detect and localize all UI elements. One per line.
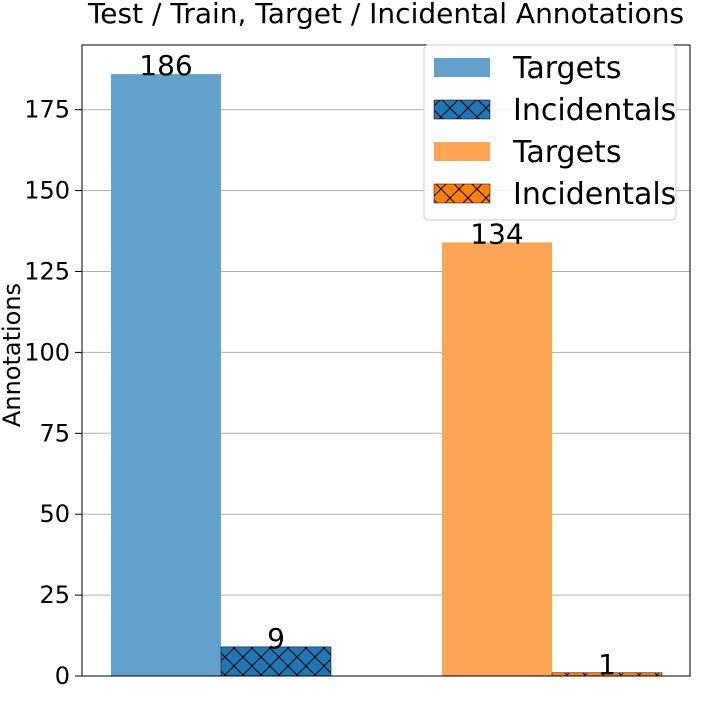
bar-value-label: 1: [598, 648, 616, 681]
legend-swatch: [434, 142, 490, 161]
y-tick-label: 125: [24, 258, 70, 286]
legend-swatch: [433, 99, 491, 120]
legend-label: Incidentals: [513, 93, 676, 128]
legend-label: Targets: [512, 135, 621, 170]
y-tick-label: 150: [24, 177, 70, 205]
y-tick-label: 75: [39, 419, 70, 447]
bar-targets-1: [442, 242, 552, 676]
bar-value-labels: 186 9 134 1: [139, 49, 616, 681]
y-tick-label: 0: [55, 662, 70, 690]
bar-value-label: 186: [139, 49, 192, 82]
y-axis-title: Annotations: [0, 283, 26, 427]
bar-targets-0: [111, 74, 221, 677]
legend: Targets Incidentals Targets Incidentals: [423, 44, 677, 221]
y-axis-ticks: 0 25 50 75 100 125 150 175: [24, 96, 82, 690]
bar-value-label: 134: [470, 217, 523, 250]
legend-label: Targets: [512, 51, 621, 86]
plot-frame: [81, 44, 691, 677]
y-tick-label: 100: [24, 338, 70, 366]
legend-swatch: [434, 58, 490, 77]
chart-title: Test / Train, Target / Incidental Annota…: [87, 0, 684, 30]
bar-incidentals-0: [220, 646, 332, 677]
y-tick-label: 175: [24, 96, 70, 124]
y-tick-label: 25: [39, 581, 70, 609]
legend-label: Incidentals: [513, 177, 676, 212]
legend-swatch: [433, 183, 491, 204]
legend-box: [423, 44, 677, 221]
y-tick-label: 50: [39, 500, 70, 528]
bar-value-label: 9: [267, 622, 285, 655]
bars: [111, 74, 663, 677]
